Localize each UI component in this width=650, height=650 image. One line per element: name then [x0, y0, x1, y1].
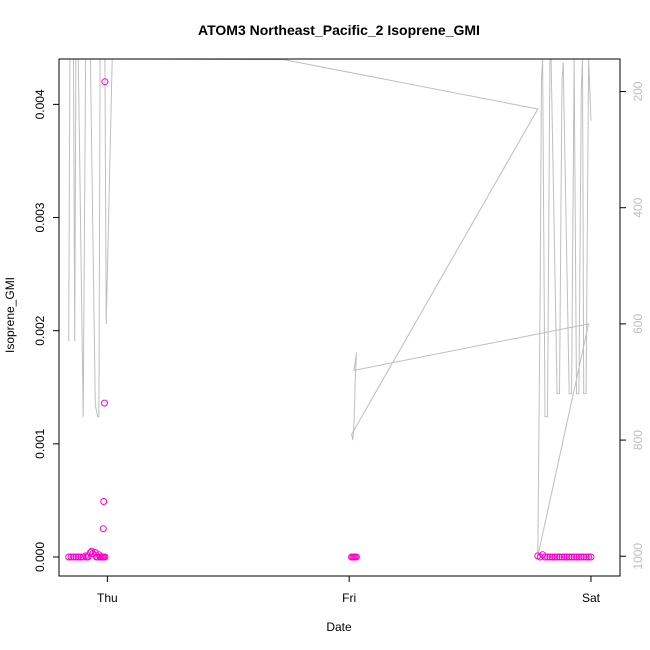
- data-point: [548, 553, 556, 561]
- data-point: [582, 553, 590, 561]
- y-tick-label: 0.002: [33, 315, 47, 345]
- data-point: [568, 553, 576, 561]
- data-point: [558, 553, 566, 561]
- series-grey-line: [68, 58, 592, 557]
- data-point: [74, 553, 82, 561]
- data-point: [580, 553, 588, 561]
- x-tick-label: Thu: [97, 591, 118, 605]
- data-point: [544, 553, 551, 561]
- data-point: [585, 553, 593, 561]
- data-point: [70, 553, 77, 561]
- data-point: [99, 525, 107, 533]
- data-point: [551, 553, 559, 561]
- data-point: [560, 553, 568, 561]
- data-point: [563, 553, 571, 561]
- right-tick-label: 200: [631, 81, 645, 101]
- data-point: [101, 553, 109, 561]
- series-pink-points: [65, 78, 595, 561]
- data-point: [570, 553, 578, 561]
- data-point: [573, 553, 580, 561]
- data-point: [101, 78, 109, 86]
- data-point: [553, 553, 561, 561]
- grey-series-line: [68, 58, 592, 557]
- y-axis-label: Isoprene_GMI: [3, 277, 17, 353]
- data-point: [575, 553, 583, 561]
- data-point: [65, 553, 73, 561]
- data-point: [577, 553, 585, 561]
- right-tick-label: 400: [631, 197, 645, 217]
- y-tick-label: 0.000: [33, 542, 47, 572]
- x-tick-label: Fri: [342, 591, 356, 605]
- right-tick-label: 800: [631, 430, 645, 450]
- y-tick-label: 0.004: [33, 89, 47, 119]
- data-point: [546, 553, 554, 561]
- data-point: [352, 553, 360, 561]
- x-tick-label: Sat: [582, 591, 601, 605]
- data-point: [100, 498, 108, 505]
- x-axis: Thu Fri Sat: [97, 576, 601, 605]
- data-point: [67, 553, 75, 561]
- right-axis: 200 400 600 800 1000: [620, 81, 645, 570]
- data-point: [556, 553, 563, 561]
- data-point: [541, 553, 549, 561]
- right-tick-label: 1000: [631, 543, 645, 570]
- plot-frame: [58, 58, 621, 577]
- x-axis-label: Date: [326, 620, 352, 634]
- data-point: [587, 553, 595, 561]
- y-axis: 0.000 0.001 0.002 0.003 0.004: [33, 89, 59, 572]
- right-tick-label: 600: [631, 314, 645, 334]
- data-point: [101, 399, 108, 407]
- data-point: [72, 553, 80, 561]
- data-point: [536, 553, 544, 561]
- data-point: [565, 553, 573, 561]
- chart-title: ATOM3 Northeast_Pacific_2 Isoprene_GMI: [198, 22, 480, 38]
- y-tick-label: 0.001: [33, 428, 47, 458]
- y-tick-label: 0.003: [33, 202, 47, 232]
